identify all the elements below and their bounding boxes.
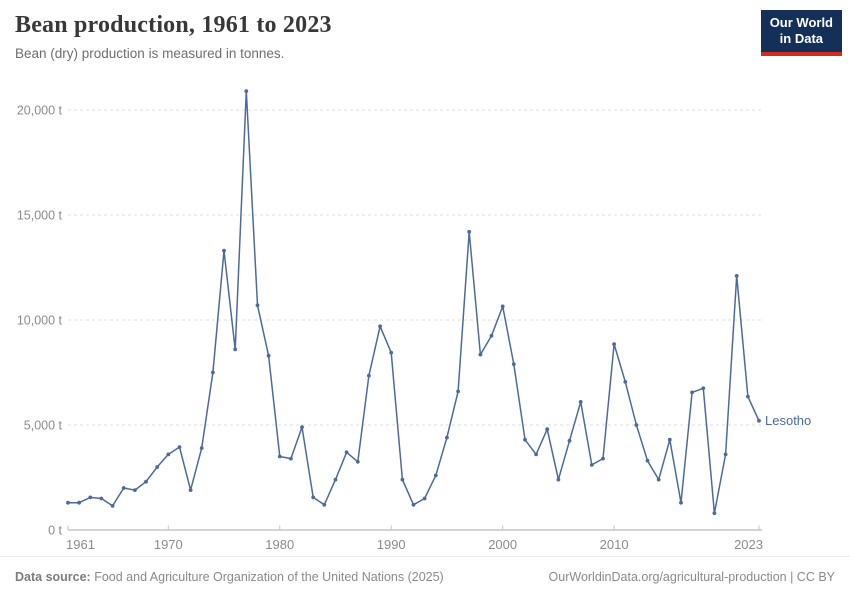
x-tick-label: 1961: [66, 537, 95, 552]
data-point[interactable]: [166, 452, 171, 457]
data-point[interactable]: [144, 479, 148, 484]
data-point[interactable]: [77, 500, 81, 505]
data-point[interactable]: [690, 390, 694, 395]
data-point[interactable]: [679, 500, 683, 505]
y-tick-label: 5,000 t: [24, 419, 63, 433]
x-tick-label: 2010: [600, 537, 629, 552]
owid-logo-line1: Our World: [769, 15, 833, 30]
x-tick-label: 1990: [377, 537, 406, 552]
x-tick-label: 1980: [265, 537, 294, 552]
data-point[interactable]: [110, 504, 115, 508]
data-point[interactable]: [211, 370, 215, 375]
data-point[interactable]: [534, 452, 538, 457]
data-point[interactable]: [545, 427, 550, 432]
data-point[interactable]: [734, 274, 739, 278]
data-point[interactable]: [489, 333, 494, 338]
data-point[interactable]: [300, 425, 304, 429]
data-point[interactable]: [88, 495, 93, 500]
data-point[interactable]: [723, 452, 728, 457]
data-point[interactable]: [634, 423, 639, 427]
data-point[interactable]: [233, 347, 238, 352]
data-point[interactable]: [478, 352, 483, 357]
data-point[interactable]: [422, 496, 427, 501]
data-point[interactable]: [66, 500, 70, 505]
data-point[interactable]: [99, 496, 104, 501]
data-point[interactable]: [433, 473, 438, 478]
data-point[interactable]: [467, 229, 472, 234]
data-point[interactable]: [701, 386, 706, 391]
data-point[interactable]: [589, 463, 594, 467]
data-point[interactable]: [623, 380, 628, 384]
chart-footer: Data source: Food and Agriculture Organi…: [0, 556, 850, 600]
x-tick-label: 1970: [154, 537, 183, 552]
data-point[interactable]: [389, 350, 394, 355]
data-point[interactable]: [456, 389, 460, 394]
data-point[interactable]: [411, 502, 416, 507]
data-point[interactable]: [277, 454, 282, 459]
series-end-label[interactable]: Lesotho: [765, 413, 811, 428]
y-tick-label: 10,000 t: [17, 314, 63, 328]
data-point[interactable]: [500, 304, 505, 309]
data-point[interactable]: [712, 511, 717, 516]
owid-logo-line2: in Data: [779, 31, 824, 47]
data-source-text: Food and Agriculture Organization of the…: [90, 570, 444, 584]
credit-link[interactable]: OurWorldinData.org/agricultural-producti…: [548, 570, 835, 584]
data-point[interactable]: [556, 477, 561, 482]
data-point[interactable]: [757, 418, 761, 423]
data-point[interactable]: [133, 488, 137, 492]
data-point[interactable]: [578, 400, 583, 404]
y-tick-label: 15,000 t: [17, 209, 63, 223]
data-point[interactable]: [445, 435, 449, 440]
data-point[interactable]: [311, 495, 316, 500]
data-point[interactable]: [244, 89, 249, 93]
chart-subtitle: Bean (dry) production is measured in ton…: [15, 46, 285, 61]
chart-header: Bean production, 1961 to 2023 Bean (dry)…: [15, 12, 730, 61]
data-source-label: Data source:: [15, 570, 91, 584]
owid-logo[interactable]: Our World in Data: [760, 10, 842, 56]
data-point[interactable]: [188, 488, 193, 492]
y-tick-label: 0 t: [48, 524, 62, 538]
data-point[interactable]: [400, 477, 405, 482]
data-point[interactable]: [367, 373, 371, 378]
data-point[interactable]: [567, 438, 572, 443]
series-line[interactable]: [67, 90, 760, 514]
data-point[interactable]: [344, 450, 349, 455]
data-point[interactable]: [612, 342, 616, 346]
data-point[interactable]: [266, 353, 271, 358]
data-point[interactable]: [645, 458, 650, 463]
data-point[interactable]: [746, 394, 750, 399]
data-point[interactable]: [378, 324, 382, 329]
data-point[interactable]: [601, 456, 605, 461]
data-point[interactable]: [177, 445, 182, 449]
data-point[interactable]: [255, 303, 260, 308]
y-tick-label: 20,000 t: [17, 104, 63, 118]
x-tick-label: 2000: [488, 537, 517, 552]
data-point[interactable]: [199, 446, 204, 450]
page-title: Bean production, 1961 to 2023: [15, 12, 332, 38]
data-point[interactable]: [355, 459, 360, 464]
data-point[interactable]: [511, 362, 516, 366]
data-point[interactable]: [667, 437, 672, 442]
x-tick-label: 2023: [734, 537, 763, 552]
data-source: Data source: Food and Agriculture Organi…: [15, 570, 444, 600]
data-point[interactable]: [523, 437, 527, 442]
data-point[interactable]: [656, 477, 661, 482]
data-point[interactable]: [121, 486, 126, 490]
data-point[interactable]: [333, 477, 338, 482]
data-point[interactable]: [289, 456, 293, 461]
data-point[interactable]: [155, 465, 160, 469]
data-point[interactable]: [322, 502, 327, 507]
data-point[interactable]: [222, 248, 226, 253]
